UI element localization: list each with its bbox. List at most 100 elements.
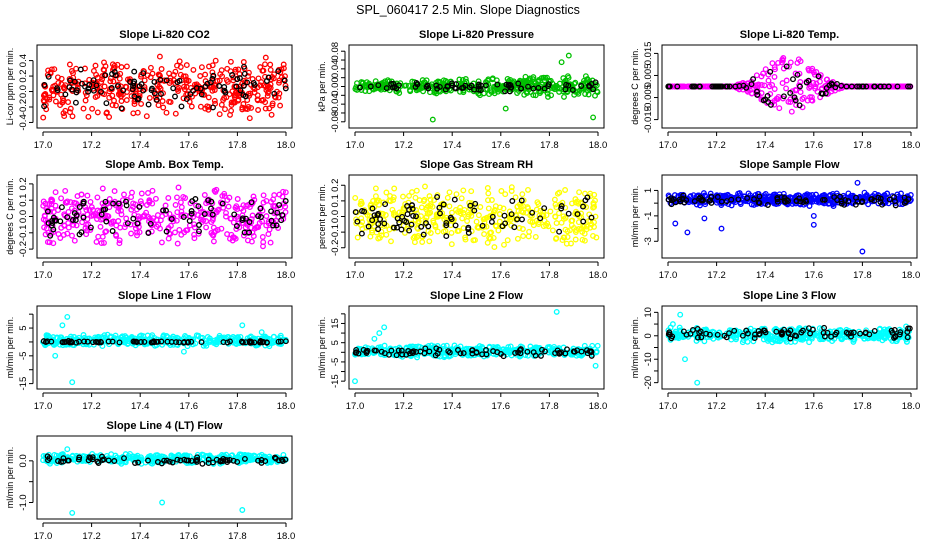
- data-point: [172, 201, 179, 208]
- data-point: [701, 215, 708, 222]
- data-point: [160, 207, 167, 214]
- data-point: [553, 220, 560, 227]
- data-point: [709, 328, 716, 335]
- series-all-lines: [352, 183, 600, 251]
- data-point: [436, 204, 443, 211]
- data-point: [460, 225, 467, 232]
- data-point: [263, 339, 270, 346]
- data-point: [267, 61, 274, 68]
- data-point: [183, 96, 190, 103]
- data-point: [97, 223, 104, 230]
- data-point: [794, 71, 801, 78]
- data-point: [202, 453, 209, 460]
- data-point: [781, 198, 788, 204]
- data-point: [243, 229, 250, 236]
- data-point: [180, 214, 187, 220]
- data-point: [119, 454, 126, 460]
- data-point: [780, 55, 787, 61]
- data-point: [404, 211, 411, 218]
- plot-frame: [36, 174, 293, 259]
- data-point: [131, 68, 138, 75]
- data-point: [172, 229, 178, 236]
- data-point: [907, 83, 914, 90]
- data-point: [234, 86, 241, 93]
- data-point: [83, 231, 90, 238]
- series-reference: [665, 192, 912, 209]
- data-point: [783, 63, 790, 70]
- data-point: [140, 70, 147, 77]
- data-point: [690, 192, 697, 199]
- data-point: [147, 74, 154, 81]
- data-point: [433, 345, 440, 352]
- data-point: [725, 201, 732, 208]
- data-point: [358, 230, 365, 237]
- data-point: [80, 214, 87, 221]
- data-point: [225, 203, 232, 210]
- data-point: [778, 329, 785, 336]
- data-point: [213, 186, 220, 193]
- x-tick-label: 17.6: [492, 140, 511, 151]
- data-point: [568, 222, 575, 229]
- x-tick-label: 17.2: [394, 270, 413, 281]
- data-point: [230, 234, 237, 241]
- data-point: [382, 212, 389, 218]
- x-tick-label: 17.8: [228, 401, 247, 412]
- data-point: [282, 198, 289, 204]
- data-point: [201, 192, 208, 198]
- panel-title: Slope Li-820 CO2: [119, 29, 209, 41]
- data-point: [41, 224, 48, 231]
- data-point: [877, 83, 884, 90]
- data-point: [421, 196, 428, 203]
- data-point: [786, 63, 792, 70]
- data-point: [155, 102, 162, 109]
- data-point: [113, 222, 120, 229]
- data-point: [762, 66, 769, 73]
- x-tick-label: 17.8: [853, 140, 872, 151]
- data-point: [431, 197, 438, 204]
- data-point: [488, 229, 495, 236]
- data-point: [174, 62, 180, 69]
- data-point: [172, 93, 178, 100]
- data-point: [197, 85, 204, 92]
- data-point: [469, 347, 476, 354]
- data-point: [180, 95, 187, 102]
- data-point: [787, 335, 794, 342]
- data-point: [69, 232, 75, 239]
- y-tick-label: -1: [643, 212, 654, 220]
- data-point: [678, 333, 685, 339]
- data-point: [246, 229, 253, 236]
- data-point: [491, 207, 498, 214]
- panel-title: Slope Amb. Box Temp.: [105, 159, 224, 171]
- data-point: [71, 334, 78, 340]
- data-point: [267, 66, 274, 73]
- data-point: [812, 85, 819, 92]
- data-point: [388, 238, 394, 245]
- data-point: [106, 196, 113, 202]
- data-point: [484, 185, 491, 191]
- data-point: [239, 104, 246, 111]
- data-point: [182, 195, 189, 201]
- data-point: [128, 93, 135, 100]
- data-point: [141, 338, 148, 345]
- data-point: [64, 230, 71, 237]
- data-point: [415, 232, 422, 239]
- data-point: [810, 221, 817, 228]
- x-tick-label: 17.0: [34, 270, 53, 281]
- data-point: [537, 215, 544, 222]
- data-point: [130, 80, 137, 87]
- data-point: [588, 348, 594, 355]
- data-point: [733, 336, 739, 343]
- data-point: [102, 229, 109, 235]
- y-tick-label: 0.2: [18, 177, 29, 190]
- data-point: [464, 218, 471, 224]
- data-point: [850, 329, 857, 336]
- data-point: [761, 82, 768, 89]
- data-point: [170, 85, 177, 92]
- data-point: [413, 207, 419, 213]
- data-point: [517, 350, 524, 357]
- data-point: [180, 348, 187, 355]
- data-point: [780, 93, 787, 100]
- data-point: [552, 350, 559, 357]
- data-point: [462, 236, 469, 243]
